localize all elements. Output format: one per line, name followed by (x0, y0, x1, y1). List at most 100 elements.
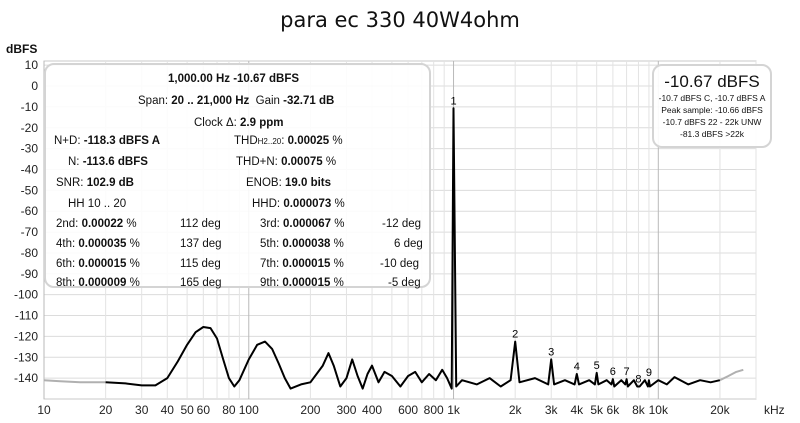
harmonic-row: 4th: 0.000035 % (56, 238, 140, 250)
x-ticks: 10 20 30 40 50 60 80 100 200 300 400 600 800 1k 2k 3k 4k… (37, 403, 730, 417)
h8-value: 0.000009 (78, 277, 127, 289)
y-tick-label: -50 (21, 183, 39, 197)
thdn-label: THD+N: (236, 156, 278, 168)
harmonic-row: 2nd: 0.00022 % (56, 218, 137, 230)
x-tick-label: 20k (710, 403, 730, 417)
y-tick-label: -100 (14, 288, 38, 302)
thdn-value: 0.00075 (281, 156, 323, 168)
y-tick-label: 0 (31, 79, 38, 93)
h5-value: 0.000038 (282, 238, 331, 250)
panel-frequency-level: 1,000.00 Hz -10.67 dBFS (168, 73, 300, 85)
y-tick-label: -80 (21, 246, 39, 260)
x-tick-label: 3k (545, 403, 559, 417)
peak-level-box: -10.67 dBFS -10.7 dBFS C, -10.7 dBFS A P… (652, 64, 772, 148)
h5-percent: % (333, 238, 344, 250)
spectrum-out-of-band-high (719, 368, 744, 382)
harmonic-label: 5 (594, 360, 600, 372)
peak-above-22k-line: -81.3 dBFS >22k (679, 129, 745, 139)
thd-value: 0.00025 (287, 135, 330, 147)
h7-value: 0.000015 (282, 258, 331, 270)
enob-value: 19.0 bits (285, 177, 332, 189)
spectrum-trace (105, 107, 721, 390)
h7-label: 7th: (260, 258, 280, 270)
peak-weighted-line: -10.7 dBFS C, -10.7 dBFS A (658, 93, 766, 103)
x-tick-label: 60 (197, 403, 211, 417)
peak-unweighted-line: -10.7 dBFS 22 - 22k UNW (662, 117, 762, 127)
h7-phase: -10 deg (380, 258, 420, 270)
harmonic-row: 9th: 0.000015 % (260, 277, 344, 289)
x-tick-label: 30 (135, 403, 149, 417)
x-tick-label: 200 (300, 403, 320, 417)
x-tick-label: 80 (222, 403, 236, 417)
h9-label: 9th: (260, 277, 280, 289)
harmonic-row: 7th: 0.000015 % (260, 258, 344, 270)
thd-percent: % (332, 135, 343, 147)
enob-label: ENOB: (246, 177, 282, 189)
h6-phase: 115 deg (180, 258, 221, 270)
h4-phase: 137 deg (180, 238, 222, 250)
harmonic-row: 5th: 0.000038 % (260, 238, 344, 250)
nd-row: N+D: -118.3 dBFS A (54, 135, 160, 147)
y-tick-label: 10 (25, 58, 39, 72)
h5-phase: 6 deg (394, 238, 423, 250)
gain-label: Gain (255, 95, 280, 107)
x-tick-label: 50 (180, 403, 194, 417)
harmonic-label: 9 (646, 367, 652, 379)
y-tick-label: -60 (21, 204, 39, 218)
hhd-label: HHD: (252, 198, 281, 210)
y-tick-label: -120 (14, 329, 38, 343)
harmonic-label: 4 (574, 361, 580, 373)
snr-label: SNR: (56, 177, 84, 189)
h6-value: 0.000015 (78, 258, 127, 270)
nd-value: -118.3 dBFS A (83, 135, 161, 147)
thd-row: THDH2..20: 0.00025 % (234, 135, 343, 147)
harmonic-label: 8 (635, 373, 641, 385)
hhd-value: 0.000073 (283, 198, 332, 210)
h9-percent: % (333, 277, 344, 289)
x-tick-label: 300 (336, 403, 356, 417)
series (43, 107, 744, 390)
harmonic-labels: 1 2 3 4 56 789 (450, 95, 652, 385)
gain-value: -32.71 dB (283, 95, 335, 107)
h6-label: 6th: (56, 258, 76, 270)
h3-label: 3rd: (260, 218, 280, 230)
y-axis-label: dBFS (6, 42, 38, 56)
x-tick-label: 6k (607, 403, 621, 417)
h3-phase: -12 deg (382, 218, 422, 230)
x-tick-label: 10 (37, 403, 51, 417)
x-tick-label: 4k (570, 403, 584, 417)
h6-percent: % (129, 258, 140, 270)
harmonic-row: 6th: 0.000015 % (56, 258, 140, 270)
thd-label: THD (234, 135, 258, 147)
x-tick-label: 20 (99, 403, 113, 417)
h8-label: 8th: (56, 277, 76, 289)
y-tick-label: -40 (21, 162, 39, 176)
hh-range: HH 10 .. 20 (68, 198, 127, 210)
y-tick-label: -90 (21, 267, 39, 281)
x-tick-label: 400 (362, 403, 382, 417)
x-tick-label: 1k (447, 403, 461, 417)
hhd-row: HHD: 0.000073 % (252, 198, 345, 210)
panel-span-row: Span: 20 .. 21,000 Hz Gain -32.71 dB (138, 95, 334, 107)
nd-label: N+D: (54, 135, 81, 147)
x-tick-label: 8k (632, 403, 646, 417)
x-tick-label: 40 (161, 403, 175, 417)
noise-value: -113.6 dBFS (82, 156, 148, 168)
h2-label: 2nd: (56, 218, 79, 230)
x-tick-label: 600 (398, 403, 418, 417)
thd-sub: H2..20 (257, 137, 282, 146)
harmonic-label: 7 (624, 366, 630, 378)
harmonic-label: 3 (548, 346, 554, 358)
h8-percent: % (129, 277, 140, 289)
h2-percent: % (126, 218, 137, 230)
spectrum-out-of-band-low (43, 379, 106, 384)
h9-phase: -5 deg (388, 277, 421, 289)
measurement-panel: 1,000.00 Hz -10.67 dBFS Span: 20 .. 21,0… (44, 63, 431, 289)
h3-percent: % (334, 218, 345, 230)
x-tick-label: 100 (239, 403, 259, 417)
h3-value: 0.000067 (283, 218, 331, 230)
h2-value: 0.00022 (81, 218, 124, 230)
h4-value: 0.000035 (78, 238, 127, 250)
thdn-row: THD+N: 0.00075 % (236, 156, 336, 168)
x-unit-label: kHz (764, 403, 785, 417)
